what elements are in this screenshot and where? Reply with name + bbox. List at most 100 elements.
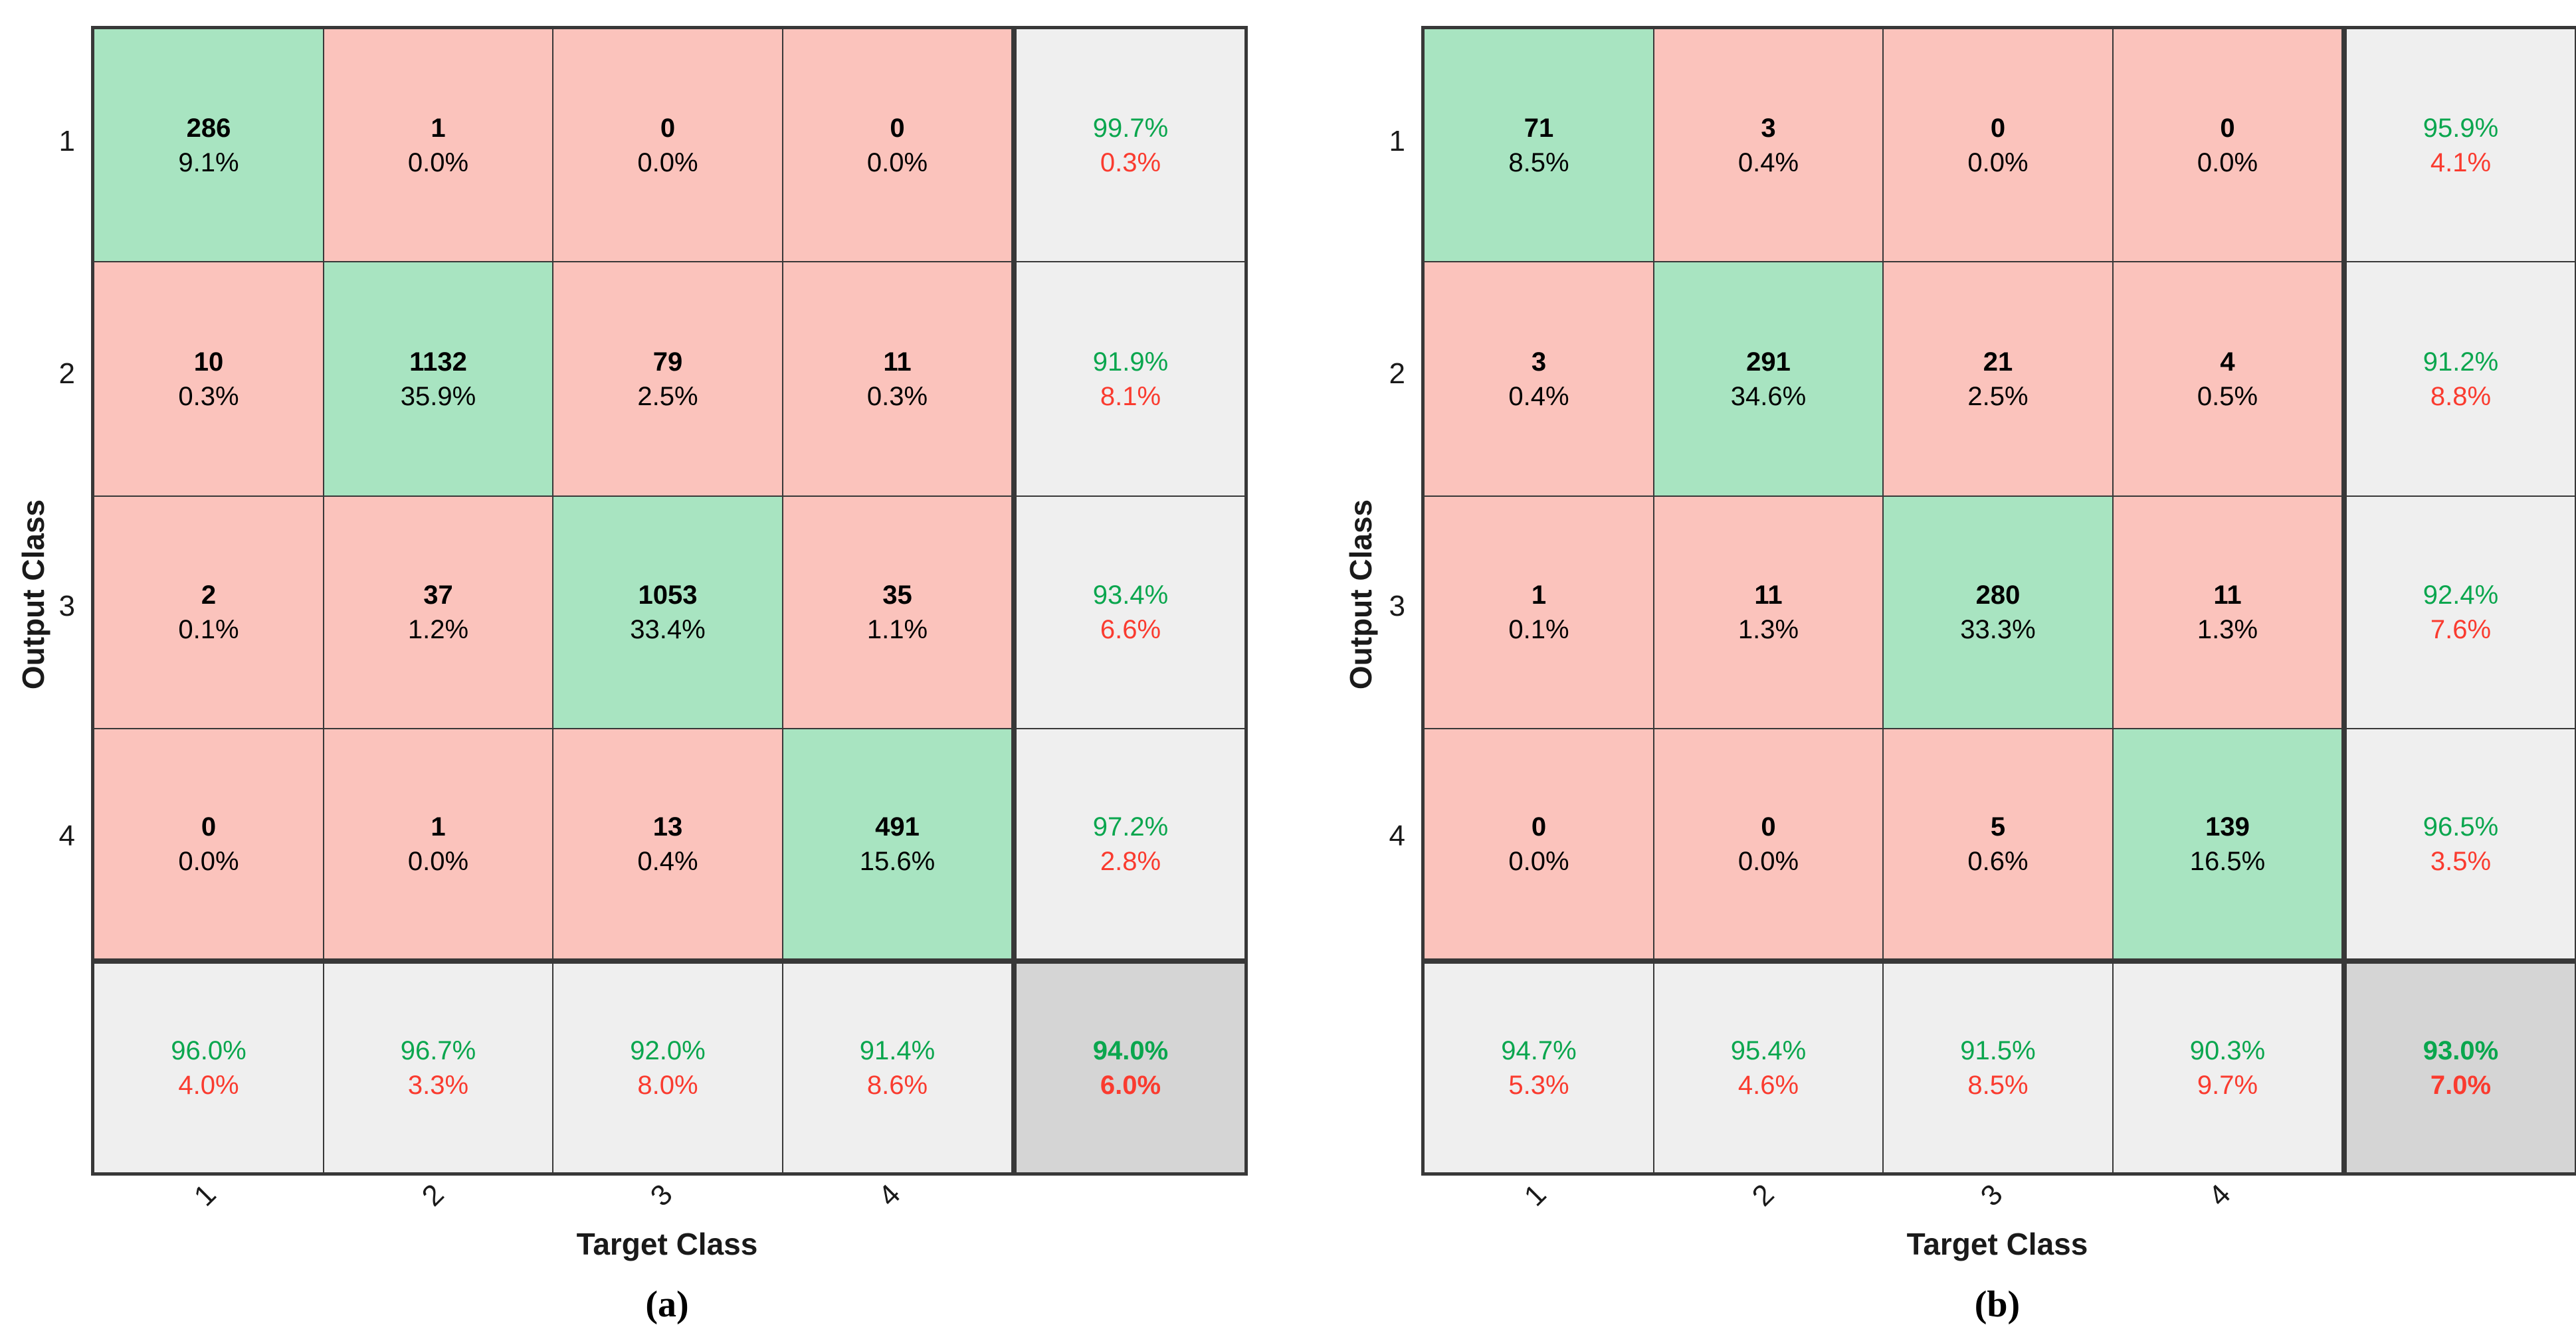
cell-count: 11 xyxy=(883,347,912,377)
cell-percent: 2.5% xyxy=(1967,381,2029,411)
row-summary-red: 8.8% xyxy=(2430,381,2492,411)
cell-count: 139 xyxy=(2205,812,2250,842)
correct-cell-2-2: 1132 35.9% xyxy=(324,262,552,495)
row-summary-cell-4: 97.2% 2.8% xyxy=(1013,729,1244,958)
y-tick-label-4: 4 xyxy=(58,820,75,852)
x-tick-label-1: 1 xyxy=(1518,1178,1553,1213)
x-tick-label-2: 2 xyxy=(415,1178,450,1213)
column-summary-red: 8.0% xyxy=(637,1071,698,1100)
y-tick-label-3: 3 xyxy=(1389,590,1405,622)
error-cell-4-2: 0 0.0% xyxy=(1654,729,1882,958)
row-summary-green: 97.2% xyxy=(1092,812,1169,842)
error-cell-2-3: 21 2.5% xyxy=(1884,262,2112,495)
row-summary-red: 6.6% xyxy=(1100,615,1161,644)
error-cell-2-3: 79 2.5% xyxy=(553,262,782,495)
row-summary-green: 96.5% xyxy=(2423,812,2499,842)
cell-count: 491 xyxy=(875,812,920,842)
column-summary-red: 4.0% xyxy=(178,1071,239,1100)
column-summary-green: 94.7% xyxy=(1501,1036,1577,1065)
confusion-matrix-panel-a: Output Class 286 9.1% 1 0.0% 0 0.0% 0 0.0% 99.7%… xyxy=(16,26,1248,1325)
error-cell-2-4: 4 0.5% xyxy=(2114,262,2341,495)
error-cell-4-3: 5 0.6% xyxy=(1884,729,2112,958)
column-summary-cell-4: 91.4% 8.6% xyxy=(783,960,1011,1172)
error-cell-1-3: 0 0.0% xyxy=(553,29,782,261)
error-cell-2-1: 3 0.4% xyxy=(1425,262,1653,495)
cell-count: 21 xyxy=(1983,347,2013,377)
error-cell-4-1: 0 0.0% xyxy=(94,729,323,958)
column-summary-red: 8.6% xyxy=(866,1071,928,1100)
cell-percent: 15.6% xyxy=(859,846,936,876)
cell-percent: 0.0% xyxy=(407,846,469,876)
cell-percent: 0.1% xyxy=(178,615,239,644)
cell-count: 4 xyxy=(2220,347,2235,377)
row-summary-cell-2: 91.2% 8.8% xyxy=(2343,262,2575,495)
cell-percent: 16.5% xyxy=(2189,846,2266,876)
error-cell-3-4: 35 1.1% xyxy=(783,497,1011,728)
cell-count: 0 xyxy=(660,113,676,143)
row-summary-red: 8.1% xyxy=(1100,381,1161,411)
error-cell-2-4: 11 0.3% xyxy=(783,262,1011,495)
x-axis-label: Target Class xyxy=(576,1227,758,1261)
error-cell-3-4: 11 1.3% xyxy=(2114,497,2341,728)
y-tick-label-4: 4 xyxy=(1389,820,1405,852)
column-summary-cell-3: 92.0% 8.0% xyxy=(553,960,782,1172)
correct-cell-1-1: 71 8.5% xyxy=(1425,29,1653,261)
cell-percent: 0.1% xyxy=(1508,615,1569,644)
confusion-matrix-grid: 286 9.1% 1 0.0% 0 0.0% 0 0.0% 99.7% 0.3% 10 0.3% 113… xyxy=(91,26,1248,1176)
cell-percent: 0.4% xyxy=(1737,147,1799,177)
row-summary-cell-2: 91.9% 8.1% xyxy=(1013,262,1244,495)
cell-count: 5 xyxy=(1990,812,2006,842)
cell-percent: 1.1% xyxy=(866,615,928,644)
error-cell-2-1: 10 0.3% xyxy=(94,262,323,495)
error-cell-3-2: 37 1.2% xyxy=(324,497,552,728)
cell-percent: 0.4% xyxy=(1508,381,1569,411)
row-summary-cell-3: 92.4% 7.6% xyxy=(2343,497,2575,728)
cell-count: 1 xyxy=(431,812,446,842)
column-summary-green: 95.4% xyxy=(1730,1036,1807,1065)
column-summary-cell-2: 95.4% 4.6% xyxy=(1654,960,1882,1172)
column-summary-green: 90.3% xyxy=(2189,1036,2266,1065)
cell-count: 0 xyxy=(1531,812,1547,842)
cell-count: 0 xyxy=(1990,113,2006,143)
cell-percent: 0.0% xyxy=(1508,846,1569,876)
cell-count: 1 xyxy=(431,113,446,143)
error-cell-1-3: 0 0.0% xyxy=(1884,29,2112,261)
cell-percent: 0.0% xyxy=(866,147,928,177)
error-cell-3-2: 11 1.3% xyxy=(1654,497,1882,728)
x-tick-label-3: 3 xyxy=(644,1178,679,1213)
cell-count: 291 xyxy=(1746,347,1791,377)
row-summary-green: 91.9% xyxy=(1092,347,1169,377)
cell-count: 0 xyxy=(890,113,905,143)
error-cell-4-1: 0 0.0% xyxy=(1425,729,1653,958)
row-summary-green: 91.2% xyxy=(2423,347,2499,377)
cell-percent: 35.9% xyxy=(400,381,476,411)
row-summary-green: 95.9% xyxy=(2423,113,2499,143)
cell-percent: 0.3% xyxy=(866,381,928,411)
cell-count: 0 xyxy=(1761,812,1776,842)
column-summary-red: 4.6% xyxy=(1737,1071,1799,1100)
overall-accuracy-red: 7.0% xyxy=(2430,1071,2492,1100)
column-summary-green: 96.7% xyxy=(400,1036,476,1065)
y-tick-label-2: 2 xyxy=(1389,357,1405,390)
column-summary-green: 96.0% xyxy=(171,1036,247,1065)
y-tick-label-2: 2 xyxy=(58,357,75,390)
overall-accuracy-cell: 93.0% 7.0% xyxy=(2343,960,2575,1172)
error-cell-3-1: 1 0.1% xyxy=(1425,497,1653,728)
cell-count: 71 xyxy=(1524,113,1554,143)
cell-count: 1132 xyxy=(409,347,467,377)
correct-cell-3-3: 1053 33.4% xyxy=(553,497,782,728)
row-summary-red: 4.1% xyxy=(2430,147,2492,177)
error-cell-1-4: 0 0.0% xyxy=(2114,29,2341,261)
cell-percent: 0.6% xyxy=(1967,846,2029,876)
column-summary-green: 91.5% xyxy=(1960,1036,2036,1065)
cell-count: 3 xyxy=(1531,347,1547,377)
correct-cell-4-4: 139 16.5% xyxy=(2114,729,2341,958)
cell-percent: 0.0% xyxy=(1737,846,1799,876)
row-summary-red: 2.8% xyxy=(1100,846,1161,876)
error-cell-4-2: 1 0.0% xyxy=(324,729,552,958)
cell-percent: 9.1% xyxy=(178,147,239,177)
x-axis-label: Target Class xyxy=(1906,1227,2088,1261)
correct-cell-1-1: 286 9.1% xyxy=(94,29,323,261)
correct-cell-2-2: 291 34.6% xyxy=(1654,262,1882,495)
cell-percent: 0.3% xyxy=(178,381,239,411)
